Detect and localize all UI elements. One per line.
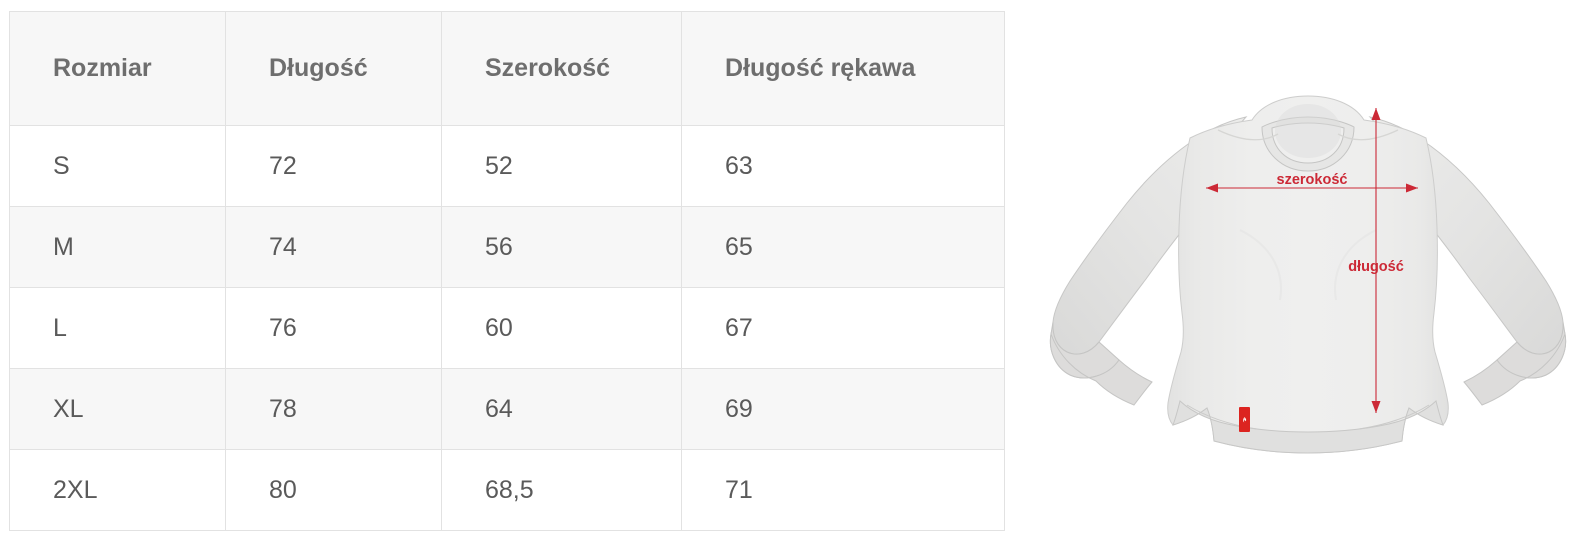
svg-text:szerokość: szerokość: [1277, 172, 1348, 188]
svg-text:długość: długość: [1348, 259, 1404, 275]
